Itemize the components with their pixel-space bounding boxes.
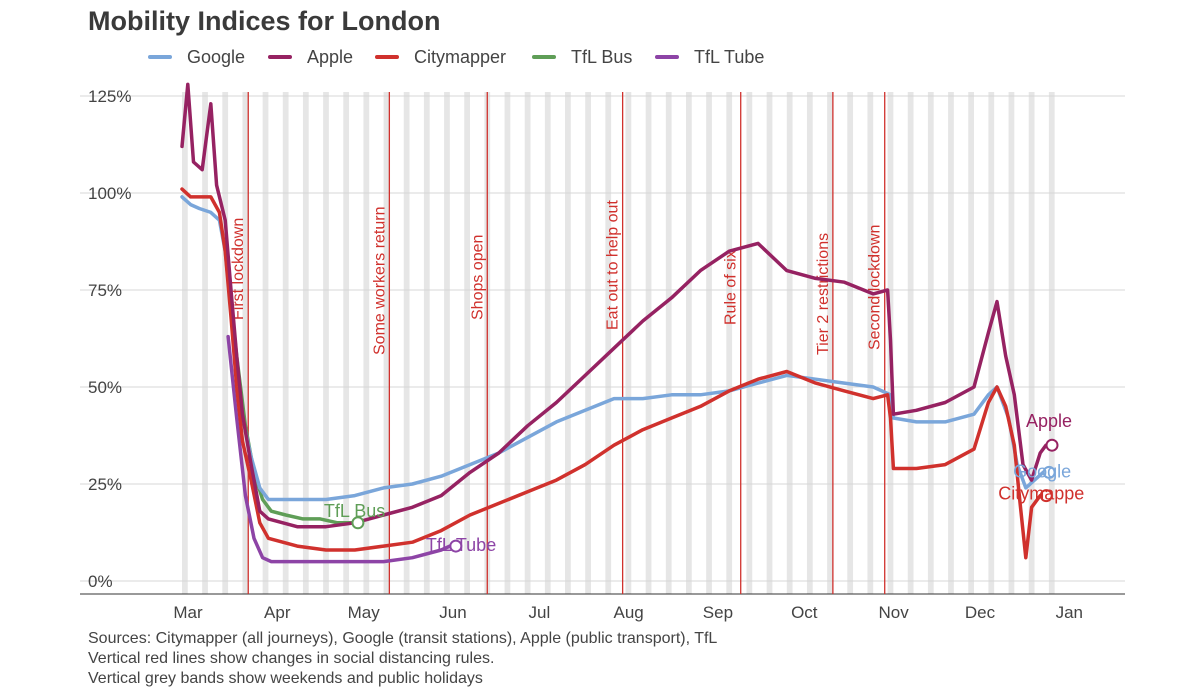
series-lines	[180, 82, 1048, 564]
end-label: TfL Bus	[324, 501, 385, 521]
weekend-band	[746, 92, 753, 594]
x-tick-label: Apr	[264, 603, 291, 622]
weekend-band	[544, 92, 551, 594]
weekend-band	[504, 92, 511, 594]
weekend-band	[948, 92, 954, 594]
legend-label: Apple	[307, 47, 353, 67]
weekend-band	[444, 92, 450, 594]
end-marker	[1042, 465, 1056, 479]
weekend-band	[706, 92, 712, 594]
weekend-band	[927, 92, 934, 594]
y-tick-label: 125%	[88, 87, 131, 106]
y-tick-label: 75%	[88, 281, 122, 300]
event-label: Eat out to help out	[605, 200, 622, 330]
x-tick-label: Aug	[614, 603, 644, 622]
chart-title: Mobility Indices for London	[88, 6, 440, 36]
weekend-band	[766, 92, 773, 594]
source-line: Sources: Citymapper (all journeys), Goog…	[88, 630, 717, 647]
weekend-band	[645, 92, 652, 594]
event-label: Second lockdown	[867, 225, 884, 350]
legend-label: TfL Tube	[694, 47, 764, 67]
y-tick-label: 100%	[88, 184, 131, 203]
legend-label: TfL Bus	[571, 47, 632, 67]
end-label: Citymappe	[998, 484, 1084, 504]
y-tick-label: 50%	[88, 378, 122, 397]
weekend-band	[363, 92, 370, 594]
weekend-band	[585, 92, 591, 594]
event-label: Some workers return	[371, 207, 388, 356]
source-line: Vertical red lines show changes in socia…	[88, 650, 494, 667]
weekend-band	[262, 92, 269, 594]
end-marker	[449, 539, 463, 553]
weekend-band	[847, 92, 854, 594]
weekend-band	[625, 92, 632, 594]
legend: Google Apple Citymapper TfL Bus TfL Tube	[148, 47, 764, 67]
weekend-band	[786, 92, 793, 594]
x-tick-label: Jul	[528, 603, 550, 622]
x-tick-label: Nov	[878, 603, 909, 622]
weekend-band	[222, 92, 229, 594]
weekend-band	[464, 92, 470, 594]
weekend-band	[1048, 92, 1055, 594]
weekend-band	[242, 92, 249, 594]
event-label: Rule of six	[723, 250, 740, 325]
weekend-band	[282, 92, 289, 594]
legend-label: Google	[187, 47, 245, 67]
end-marker	[1039, 489, 1053, 503]
event-label: First lockdown	[230, 218, 247, 320]
weekend-band	[665, 92, 672, 594]
weekend-band	[867, 92, 874, 594]
x-axis: Mar Apr May Jun Jul Aug Sep Oct Nov Dec Jan	[173, 603, 1083, 622]
event-lines: First lockdown Some workers return Shops o…	[230, 92, 886, 594]
y-tick-label: 25%	[88, 475, 122, 494]
event-label: Shops open	[469, 235, 486, 320]
end-labels: Google Apple Citymappe TfL Bus TfL Tube	[324, 411, 1084, 555]
weekend-band	[907, 92, 914, 594]
end-marker	[351, 516, 365, 530]
gridlines	[80, 95, 1125, 595]
weekend-band	[565, 92, 571, 594]
weekend-band	[182, 92, 188, 594]
end-label: TfL Tube	[426, 535, 496, 555]
weekend-band	[383, 92, 390, 594]
weekend-band	[403, 92, 410, 594]
weekend-band	[323, 92, 329, 594]
y-axis: 0% 25% 50% 75% 100% 125%	[88, 87, 131, 591]
weekend-band	[524, 92, 531, 594]
weekend-band	[202, 92, 208, 594]
weekend-band	[423, 92, 430, 594]
series-line-tfl-tube	[226, 334, 452, 564]
x-tick-label: May	[348, 603, 381, 622]
weekend-band	[806, 92, 813, 594]
weekend-band	[605, 92, 612, 594]
weekend-band	[1028, 92, 1035, 594]
sources-note: Sources: Citymapper (all journeys), Goog…	[88, 630, 717, 687]
weekend-band	[968, 92, 974, 594]
series-line-citymapper	[180, 187, 1042, 560]
end-marker	[1045, 438, 1059, 452]
series-line-apple	[180, 82, 1048, 529]
end-label: Apple	[1026, 411, 1072, 431]
weekend-band	[726, 92, 733, 594]
source-line: Vertical grey bands show weekends and pu…	[88, 670, 483, 687]
x-tick-label: Dec	[965, 603, 996, 622]
x-tick-label: Sep	[703, 603, 733, 622]
weekend-band	[1008, 92, 1015, 594]
weekend-band	[686, 92, 692, 594]
x-tick-label: Jan	[1056, 603, 1083, 622]
weekend-band	[827, 92, 833, 594]
legend-label: Citymapper	[414, 47, 506, 67]
y-tick-label: 0%	[88, 572, 113, 591]
x-tick-label: Mar	[173, 603, 203, 622]
event-label: Tier 2 restrictions	[815, 233, 832, 355]
weekend-band	[302, 92, 309, 594]
end-label: Google	[1013, 461, 1071, 481]
x-tick-label: Jun	[439, 603, 466, 622]
weekend-band	[343, 92, 350, 594]
weekend-band	[988, 92, 995, 594]
x-tick-label: Oct	[791, 603, 818, 622]
